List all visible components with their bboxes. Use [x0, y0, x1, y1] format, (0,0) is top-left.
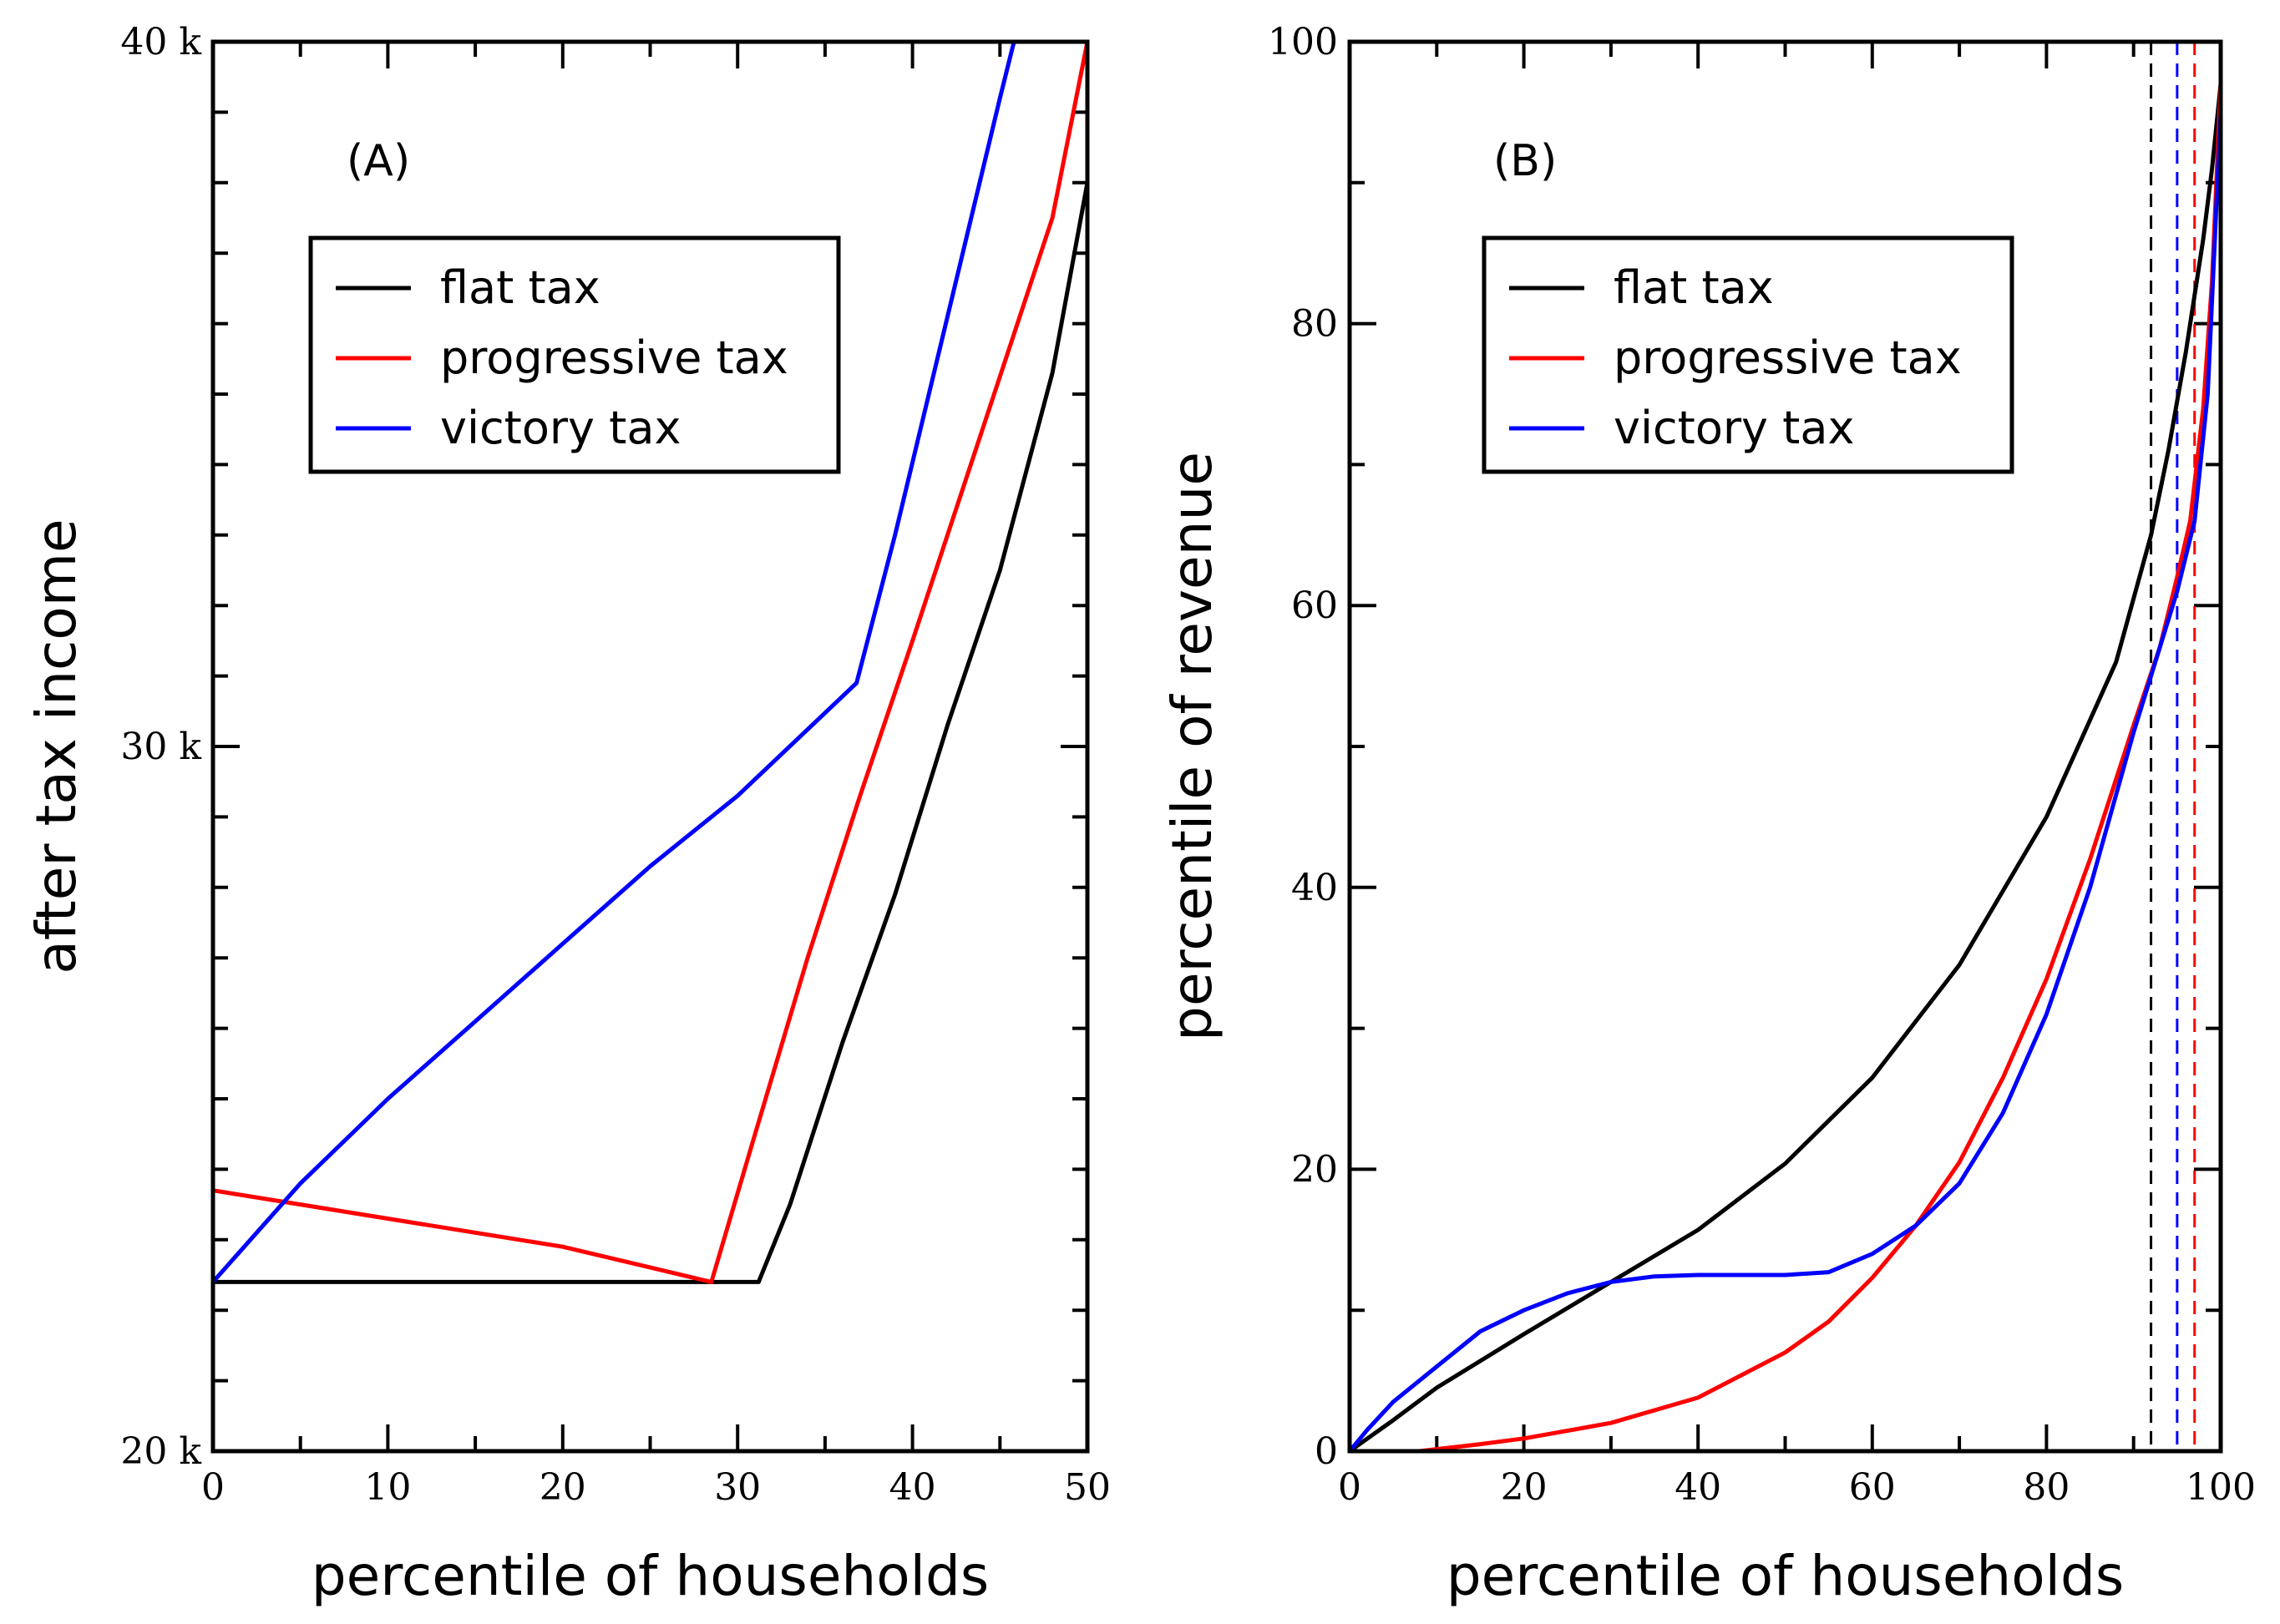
- series-line-flat-tax: [213, 182, 1087, 1284]
- panel-b-x-axis-title: percentile of households: [1447, 1544, 2125, 1608]
- series-line-victory-tax: [1350, 112, 2221, 1451]
- legend-box: [1482, 235, 2014, 474]
- panel-a: 20 k 30 k 40 k 0 10 20 30 40 50 (A) flat tax prog…: [24, 21, 1111, 1608]
- legend-label: flat tax: [1614, 261, 1774, 314]
- panel-a-legend: flat tax progressive tax victory tax: [308, 235, 841, 474]
- series-line-progressive-tax: [1419, 83, 2221, 1451]
- x-tick-label: 60: [1849, 1466, 1896, 1509]
- series-line-flat-tax: [1350, 83, 2221, 1451]
- x-tick-label: 50: [1064, 1466, 1111, 1509]
- panel-a-series: [213, 42, 1087, 1284]
- x-tick-label: 40: [889, 1466, 936, 1509]
- x-tick-label: 20: [540, 1466, 586, 1509]
- legend-label: victory tax: [1614, 402, 1854, 454]
- y-tick-label: 0: [1315, 1430, 1338, 1473]
- panel-b-legend: flat tax progressive tax victory tax: [1482, 235, 2014, 474]
- x-tick-label: 100: [2186, 1466, 2256, 1509]
- panel-b-frame: [1347, 39, 2223, 1454]
- legend-label: progressive tax: [440, 331, 788, 384]
- y-tick-label: 100: [1268, 21, 1338, 63]
- panel-b-label: (B): [1493, 136, 1557, 186]
- y-tick-label: 40: [1291, 867, 1338, 909]
- y-tick-label: 40 k: [120, 21, 201, 63]
- y-tick-label: 80: [1291, 303, 1338, 346]
- legend-label: flat tax: [440, 261, 600, 314]
- panel-b: 0 20 40 60 80 100 0 20 40 60 80 100 (B) flat tax pro…: [1160, 21, 2256, 1608]
- panel-b-reference-lines: [2150, 42, 2196, 1451]
- panel-a-x-axis-title: percentile of households: [312, 1544, 990, 1608]
- legend-label: progressive tax: [1614, 331, 1962, 384]
- x-tick-label: 10: [364, 1466, 411, 1509]
- legend-label: victory tax: [440, 402, 681, 454]
- series-line-progressive-tax: [213, 42, 1087, 1284]
- series-line-victory-tax: [213, 42, 1016, 1284]
- y-tick-label: 30 k: [120, 726, 201, 768]
- x-tick-label: 0: [201, 1466, 225, 1509]
- panel-a-frame: [210, 39, 1090, 1454]
- y-tick-label: 60: [1291, 584, 1338, 627]
- panel-a-label: (A): [347, 136, 410, 186]
- y-tick-label: 20 k: [120, 1430, 201, 1473]
- panel-b-series: [1350, 83, 2221, 1451]
- x-tick-label: 20: [1501, 1466, 1548, 1509]
- y-tick-label: 20: [1291, 1148, 1338, 1191]
- x-tick-label: 30: [714, 1466, 761, 1509]
- legend-box: [308, 235, 841, 474]
- panel-a-ticks: 20 k 30 k 40 k 0 10 20 30 40 50: [120, 21, 1111, 1509]
- x-tick-label: 0: [1338, 1466, 1361, 1509]
- x-tick-label: 40: [1675, 1466, 1721, 1509]
- x-tick-label: 80: [2023, 1466, 2070, 1509]
- panel-b-y-axis-title: percentile of revenue: [1160, 452, 1224, 1041]
- panel-a-y-axis-title: after tax income: [24, 519, 89, 974]
